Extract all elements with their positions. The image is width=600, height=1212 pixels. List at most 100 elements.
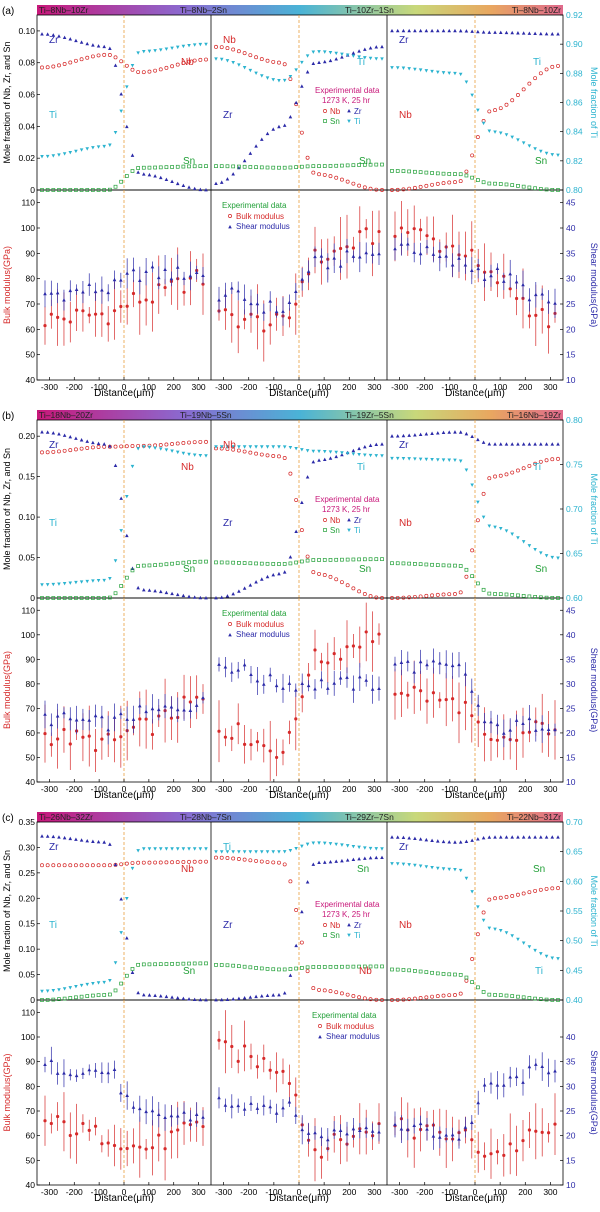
- bulk-point: [119, 735, 123, 739]
- nb-point: [254, 451, 259, 456]
- sn-point: [407, 169, 412, 174]
- sn-point: [265, 165, 270, 170]
- zr-point: [498, 442, 503, 446]
- nb-point: [339, 580, 344, 585]
- zr-point: [102, 442, 107, 446]
- zr-point: [91, 839, 95, 843]
- ti-point: [458, 72, 463, 77]
- shear-point: [313, 1130, 317, 1135]
- y-tick-label-right: 30: [566, 274, 576, 284]
- zr-point: [300, 909, 304, 914]
- nb-point: [153, 68, 158, 73]
- sn-point: [311, 965, 316, 969]
- bulk-point: [406, 693, 410, 697]
- shear-point: [326, 686, 330, 690]
- zr-point: [527, 442, 532, 446]
- nb-point: [334, 990, 339, 995]
- shear-point: [119, 1090, 123, 1095]
- bulk-point: [262, 329, 266, 333]
- shear-point: [230, 1104, 234, 1108]
- zr-point: [311, 61, 316, 65]
- bulk-point: [182, 695, 186, 699]
- nb-point: [305, 155, 310, 160]
- nb-point: [181, 441, 186, 445]
- sn-point: [265, 967, 270, 971]
- zr-point: [521, 442, 526, 446]
- y-axis-label-right: Mole fraction of Ti: [589, 67, 599, 138]
- sn-point: [124, 575, 129, 580]
- ti-point: [45, 989, 50, 993]
- nb-point: [390, 596, 394, 600]
- shear-point: [74, 287, 79, 292]
- shear-point: [274, 1111, 279, 1115]
- composition-banner: [37, 5, 563, 15]
- bulk-point: [419, 228, 423, 232]
- ti-point: [219, 850, 224, 854]
- nb-point: [102, 52, 107, 57]
- nb-point: [441, 181, 446, 186]
- zr-point: [464, 29, 469, 33]
- nb-point: [401, 595, 406, 600]
- sn-point: [533, 996, 537, 1001]
- ti-point: [85, 579, 90, 584]
- shear-point: [287, 681, 292, 685]
- bulk-point: [287, 1081, 291, 1086]
- nb-point: [158, 860, 163, 865]
- zr-point: [57, 835, 61, 839]
- y-tick-label: 0.10: [18, 26, 35, 36]
- sn-point: [57, 997, 61, 1002]
- shear-point: [119, 278, 123, 282]
- zr-point: [504, 30, 509, 35]
- bulk-point: [534, 313, 538, 317]
- sn-point: [124, 174, 129, 178]
- zr-point: [516, 442, 520, 446]
- shear-point: [393, 1122, 397, 1126]
- ti-point: [158, 48, 163, 52]
- sn-point: [96, 596, 101, 600]
- bulk-point: [326, 661, 330, 665]
- shear-point: [351, 254, 356, 258]
- ti-point: [125, 494, 129, 499]
- zr-point: [407, 28, 411, 33]
- shear-point: [553, 1069, 557, 1073]
- shear-point: [249, 1101, 253, 1105]
- shear-point: [131, 717, 136, 721]
- shear-point: [262, 1103, 266, 1107]
- zr-point: [556, 32, 560, 36]
- ti-point: [418, 864, 423, 868]
- ti-point: [300, 60, 304, 65]
- sn-point: [435, 171, 440, 176]
- ti-point: [493, 130, 497, 134]
- x-tick-label: -100: [265, 382, 282, 392]
- nb-point: [470, 153, 475, 158]
- bulk-point: [476, 1150, 480, 1154]
- zr-point: [322, 59, 327, 64]
- sn-point: [464, 975, 469, 980]
- ti-point: [521, 540, 526, 544]
- bulk-point: [371, 241, 375, 246]
- sn-point: [368, 557, 373, 562]
- ti-point: [351, 844, 356, 849]
- nb-point: [550, 64, 555, 69]
- y-tick-label: 0.10: [18, 944, 35, 954]
- zr-point: [527, 31, 532, 35]
- shear-point: [313, 687, 317, 691]
- bulk-point: [377, 632, 381, 636]
- bulk-point: [495, 281, 499, 285]
- zr-point: [470, 838, 474, 842]
- bulk-point: [319, 660, 323, 664]
- sn-point: [277, 165, 281, 170]
- nb-point: [311, 170, 316, 175]
- bulk-point: [294, 717, 298, 721]
- zr-point: [357, 856, 361, 861]
- zr-point: [204, 188, 208, 192]
- ti-point: [374, 57, 379, 61]
- shear-point: [326, 1137, 330, 1142]
- sn-point: [447, 563, 452, 568]
- ti-point: [91, 579, 95, 583]
- sn-point: [527, 185, 532, 190]
- ti-point: [158, 447, 163, 451]
- nb-point: [538, 887, 543, 892]
- shear-point: [444, 1133, 448, 1137]
- nb-point: [136, 70, 141, 74]
